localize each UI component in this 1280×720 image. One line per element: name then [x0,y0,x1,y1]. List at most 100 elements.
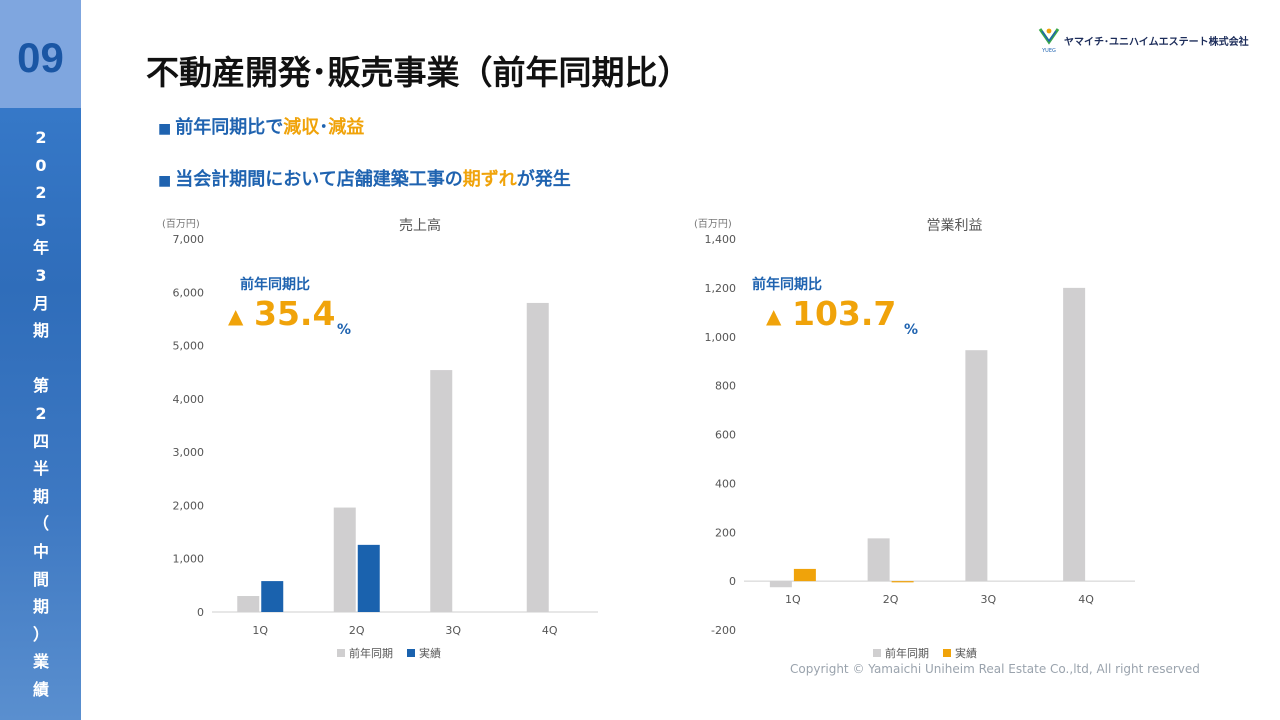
bar-prior-year [867,538,890,582]
y-tick-label: 1,000 [173,553,205,566]
bullet-1: ■ 前年同期比で減収･減益 [158,113,364,139]
side-label-char: 年 [32,238,49,258]
legend-label-actual: 実績 [955,646,977,660]
y-tick-label: 1,000 [705,331,737,344]
bullet-text: が発生 [516,169,571,190]
y-tick-label: 400 [715,477,736,490]
side-label-char: 月 [32,293,49,313]
chart-title: 営業利益 [927,218,983,234]
side-label-char: ） [32,624,49,644]
copyright: Copyright © Yamaichi Uniheim Real Estate… [790,662,1200,676]
y-tick-label: 1,200 [705,282,737,295]
highlight-text: 減収 [283,117,320,138]
y-tick-label: 7,000 [173,233,205,246]
bullet-text: 前年同期比で [175,117,284,138]
bar-actual [357,544,380,612]
logo-mark-text: YUEG [1041,48,1056,54]
legend-swatch-actual [943,649,951,657]
logo-mark-icon: YUEG [1038,28,1060,54]
bar-prior-year [769,581,792,588]
callout-value: 103.7 [792,294,896,333]
y-tick-label: 6,000 [173,286,205,299]
side-label-char: 期 [32,321,49,341]
bar-prior-year [333,507,356,612]
x-tick-label: 3Q [981,593,997,606]
callout-label: 前年同期比 [240,276,310,293]
callout-label: 前年同期比 [752,276,822,293]
x-tick-label: 1Q [785,593,801,606]
bullet-2: ■ 当会計期間において店舗建築工事の期ずれが発生 [158,165,571,191]
x-tick-label: 4Q [542,624,558,637]
legend-label-actual: 実績 [419,646,441,660]
x-tick-label: 4Q [1078,593,1094,606]
y-tick-label: 0 [729,575,736,588]
highlight-text: 減益 [328,117,365,138]
bullet-square-icon: ■ [158,173,172,189]
legend-swatch-actual [407,649,415,657]
x-tick-label: 1Q [252,624,268,637]
callout-unit: % [337,322,351,338]
unit-label: (百万円) [694,218,732,230]
side-label-char: 期 [32,486,49,506]
company-logo: YUEG ヤマイチ･ユニハイムエステート株式会社 [1038,26,1249,54]
x-tick-label: 2Q [349,624,365,637]
company-name: ヤマイチ･ユニハイムエステート株式会社 [1064,36,1249,48]
side-label-char: 績 [32,679,49,699]
side-label-char: 四 [32,431,49,451]
side-label-char: 業 [32,652,49,672]
y-tick-label: 600 [715,429,736,442]
callout-value: 35.4 [254,294,335,333]
callout-unit: % [904,322,918,338]
operating-profit-chart: 営業利益 (百万円) -200 0 200 400 600 800 1,000 1,200 1,40… [694,218,1135,660]
x-tick-label: 3Q [445,624,461,637]
y-tick-label: -200 [711,624,736,637]
y-tick-label: 1,400 [705,233,737,246]
bullet-text: ･ [319,117,329,138]
bar-prior-year [965,350,988,582]
y-tick-label: 0 [197,606,204,619]
side-label-char: 期 [32,597,49,617]
side-label-char: （ [32,514,49,534]
down-triangle-icon: ▲ [766,304,782,328]
side-label-char: 3 [35,265,47,285]
side-label-char: 半 [32,459,49,479]
side-label-char: 0 [35,155,47,175]
side-label-char [28,345,54,373]
page-number-box: 09 [0,0,81,108]
legend-swatch-prior [873,649,881,657]
bar-prior-year [1063,287,1086,582]
side-label-char: 2 [35,128,47,147]
highlight-text: 期ずれ [462,169,517,190]
y-tick-label: 4,000 [173,393,205,406]
down-triangle-icon: ▲ [228,304,244,328]
y-tick-label: 5,000 [173,340,205,353]
bar-prior-year [237,596,260,612]
side-label-char: 中 [32,541,49,561]
y-tick-label: 200 [715,526,736,539]
unit-label: (百万円) [162,218,200,230]
bullet-text: 当会計期間において店舗建築工事の [175,169,463,190]
side-label-char: 間 [32,569,49,589]
page-number: 09 [17,34,64,81]
bar-prior-year [430,370,453,612]
bar-prior-year [526,302,549,612]
bar-actual [891,581,914,583]
page-title: 不動産開発･販売事業（前年同期比） [146,53,691,92]
x-tick-label: 2Q [883,593,899,606]
chart-title: 売上高 [399,217,441,234]
bullet-square-icon: ■ [158,121,172,137]
y-tick-label: 3,000 [173,446,205,459]
side-label-char: 2 [35,403,47,423]
side-label-char: 2 [35,183,47,203]
y-tick-label: 2,000 [173,499,205,512]
bar-actual [261,581,284,612]
side-label-char: 5 [35,210,47,230]
legend-label-prior: 前年同期 [349,646,393,660]
y-tick-label: 800 [715,380,736,393]
legend-label-prior: 前年同期 [885,646,929,660]
side-label-char: 第 [32,376,49,396]
bar-actual [793,568,816,582]
sales-chart: 売上高 (百万円) 0 1,000 2,000 3,000 4,000 5,000 6,000 7… [162,217,598,660]
